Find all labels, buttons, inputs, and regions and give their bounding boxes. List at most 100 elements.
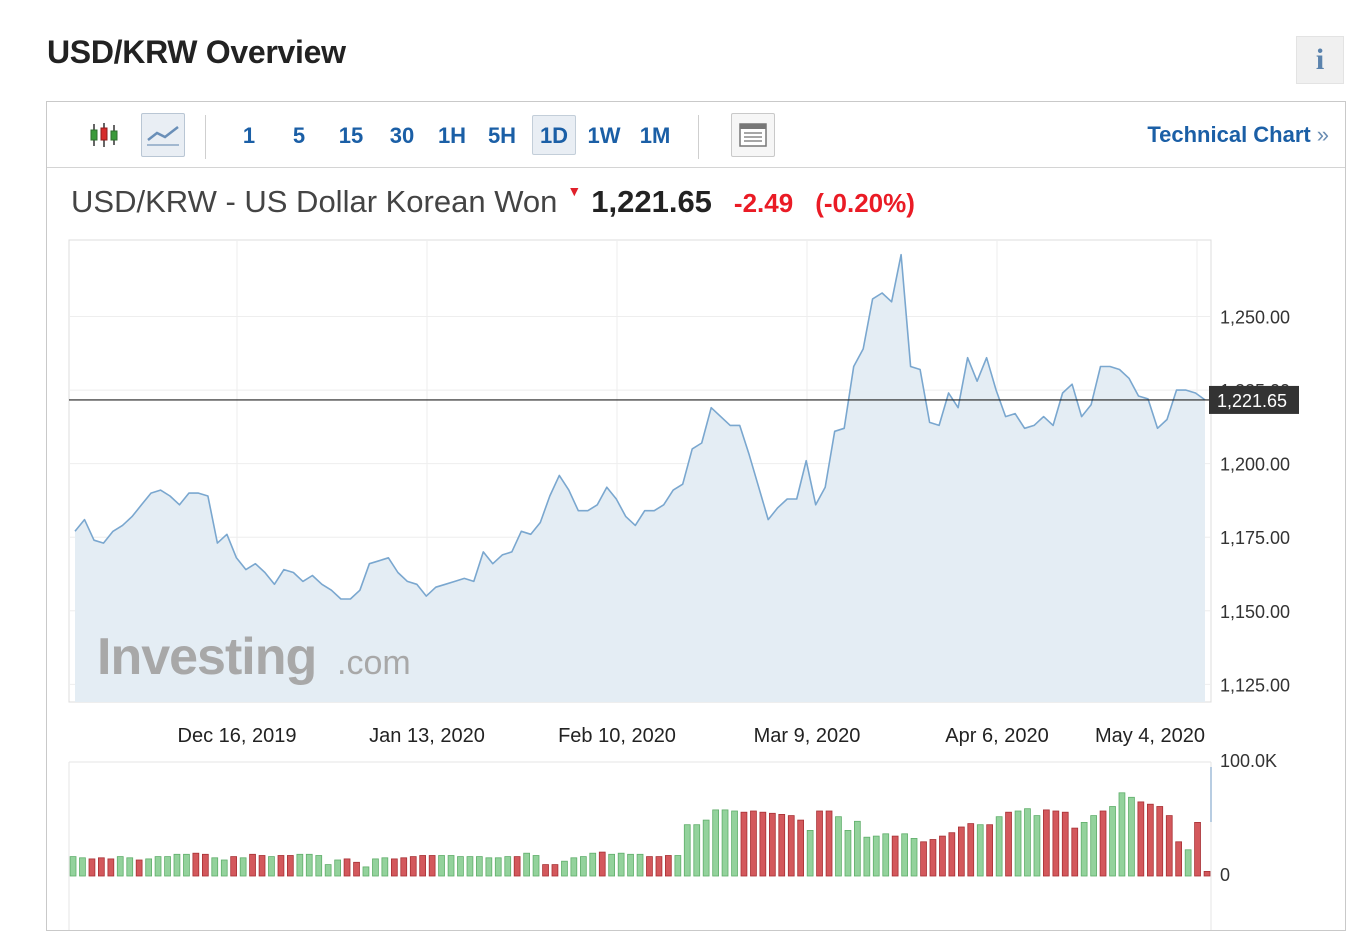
volume-bar [882,833,890,877]
volume-bar [381,857,389,877]
volume-bar [324,864,332,877]
volume-axis-tick-label: 0 [1220,865,1230,885]
price-chart[interactable]: Investing.com1,250.001,225.001,200.001,1… [47,102,1345,930]
volume-bar [665,855,672,877]
volume-bar [787,815,795,877]
volume-bar [513,856,521,877]
volume-bar [268,856,275,877]
volume-bar [466,856,474,877]
x-axis-tick-label: Jan 13, 2020 [369,725,485,747]
volume-bar [1203,871,1211,877]
volume-bar [1052,810,1060,877]
instrument-name: USD/KRW - US Dollar Korean Won [71,184,558,219]
volume-bar [390,858,398,877]
volume-bar [220,859,228,877]
volume-bar [995,816,1003,877]
line-chart-button[interactable] [141,113,185,157]
volume-bar [409,856,417,877]
candlestick-chart-icon [90,123,118,147]
volume-bar [504,856,512,877]
volume-bar [1147,803,1154,877]
volume-bar [1156,806,1164,877]
last-price: 1,221.65 [591,184,712,219]
x-axis-tick-label: Mar 9, 2020 [754,725,861,747]
volume-bar [1194,822,1201,877]
volume-bar [967,823,975,877]
volume-bar [1128,796,1135,877]
y-axis-tick-label: 1,200.00 [1220,455,1290,475]
volume-bar [1005,811,1012,877]
volume-bar [98,857,105,877]
volume-bar [447,855,455,877]
volume-bar [580,856,587,877]
volume-bar [1014,810,1022,877]
quote-header: USD/KRW - US Dollar Korean Won ▼ 1,221.6… [71,183,915,224]
volume-bar [778,814,786,877]
volume-bar [1137,801,1145,877]
volume-bar [835,816,842,877]
volume-bar [183,853,190,877]
volume-bar [721,809,729,877]
interval-1w[interactable]: 1W [587,123,621,148]
volume-bar [948,832,956,877]
interval-1m[interactable]: 1M [639,123,671,148]
candlestick-chart-button[interactable] [82,113,126,157]
x-axis-tick-label: May 4, 2020 [1095,725,1205,747]
volume-bar [1090,815,1097,877]
volume-bar [891,835,899,877]
volume-bar [1184,849,1192,877]
technical-chart-link[interactable]: Technical Chart» [1147,122,1329,148]
volume-bar [561,860,568,877]
interval-5[interactable]: 5 [292,123,306,148]
interval-30[interactable]: 30 [389,123,415,148]
volume-bar [769,812,776,877]
volume-bar [296,853,304,877]
volume-bar [646,856,653,877]
volume-bar [485,857,493,877]
volume-bar [712,809,720,877]
y-axis-tick-label: 1,175.00 [1220,528,1290,548]
technical-chart-label: Technical Chart [1147,122,1311,147]
volume-bar [1033,815,1041,877]
y-axis-tick-label: 1,150.00 [1220,602,1290,622]
volume-bar [854,820,861,877]
volume-bar [457,856,464,877]
investing-watermark-suffix: .com [337,644,411,682]
x-axis-tick-label: Apr 6, 2020 [945,725,1048,747]
volume-bar [627,853,634,877]
volume-bar [797,819,805,877]
volume-bar [910,838,918,877]
volume-bar [126,857,134,877]
interval-1[interactable]: 1 [242,123,256,148]
info-button[interactable]: i [1296,36,1344,84]
page-title: USD/KRW Overview [47,34,346,70]
volume-bar [135,859,143,877]
layout-button[interactable] [731,113,775,157]
interval-1d[interactable]: 1D [532,115,576,155]
volume-bar [674,855,682,877]
volume-axis-tick-label: 100.0K [1220,751,1277,771]
volume-bar [438,855,445,877]
volume-bar [249,853,256,877]
volume-bar [542,864,549,877]
interval-15[interactable]: 15 [338,123,364,148]
volume-bar [1071,827,1079,877]
volume-bar [740,811,748,877]
interval-1h[interactable]: 1H [437,123,467,148]
volume-bar [1043,809,1050,877]
current-price-label: 1,221.65 [1217,391,1287,411]
chart-toolbar: 1 5 15 30 1H 5H 1D 1W 1M Technical Chart… [47,102,1345,168]
volume-bar [901,833,909,877]
volume-bar [750,810,757,877]
volume-bar [825,810,833,877]
volume-bar [1165,815,1173,877]
volume-bar [844,830,852,877]
price-line [74,253,1206,600]
volume-bar [475,856,483,877]
chart-layout-icon [739,123,767,147]
toolbar-divider [698,115,699,159]
volume-bar [816,810,823,877]
interval-5h[interactable]: 5H [487,123,517,148]
volume-bar [702,819,710,877]
volume-bar [258,855,266,877]
